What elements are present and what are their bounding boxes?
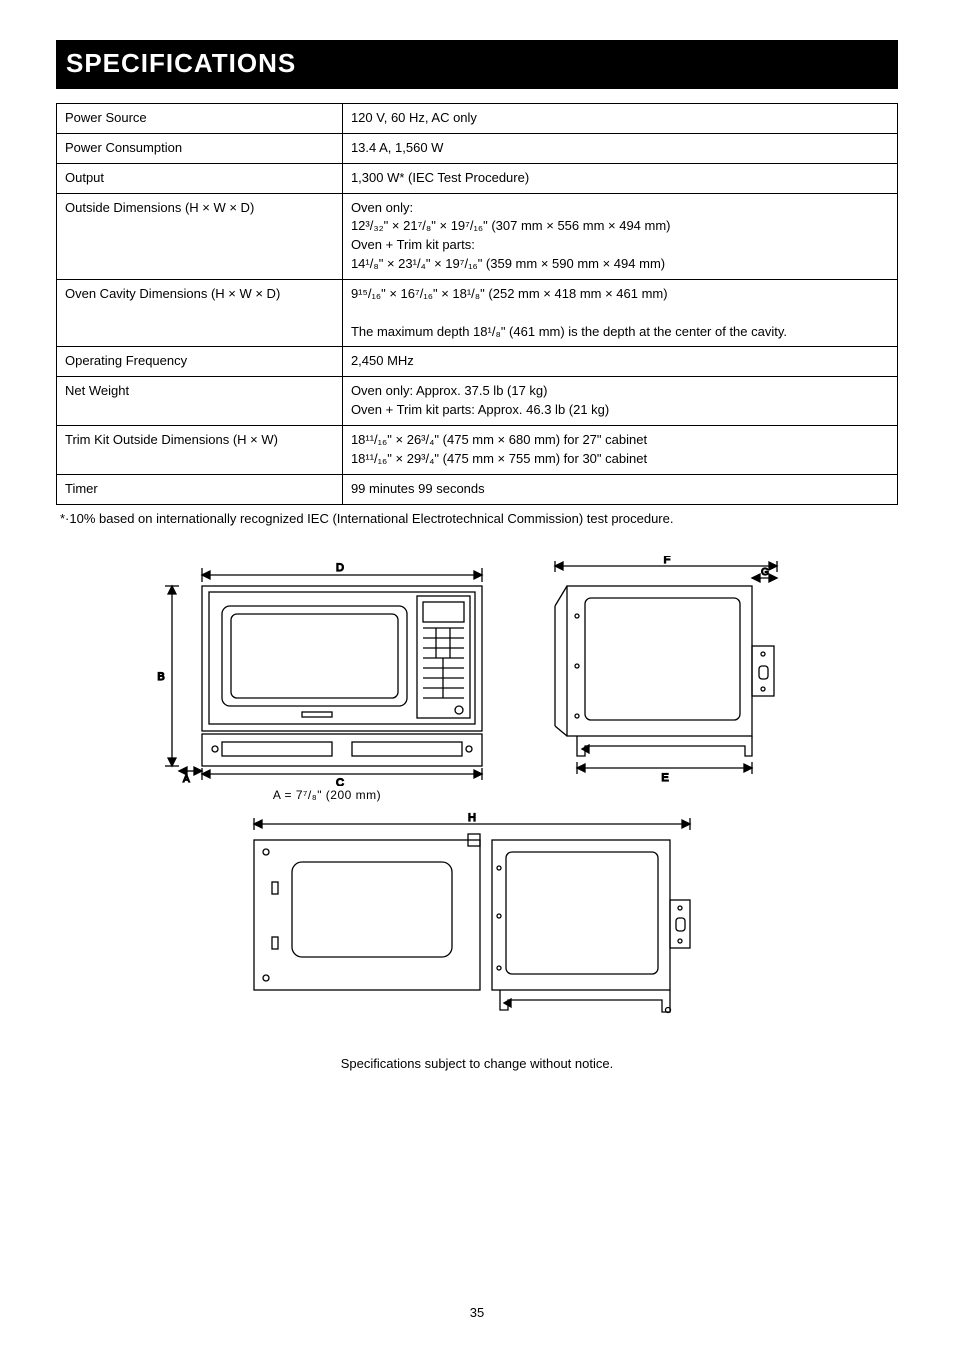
spec-label: Trim Kit Outside Dimensions (H × W) [57, 425, 343, 474]
spec-value: 2,450 MHz [342, 347, 897, 377]
dim-b-label: B [157, 671, 164, 683]
dim-a-label: A [183, 774, 190, 785]
specifications-table: Power Source120 V, 60 Hz, AC only Power … [56, 103, 898, 505]
section-title: SPECIFICATIONS [56, 40, 898, 89]
spec-value: Oven only: 12³/₃₂" × 21⁷/₈" × 19⁷/₁₆" (3… [342, 193, 897, 279]
spec-value: 13.4 A, 1,560 W [342, 133, 897, 163]
spec-label: Timer [57, 474, 343, 504]
dim-d-label: D [336, 562, 344, 574]
table-row: Trim Kit Outside Dimensions (H × W)18¹¹/… [57, 425, 898, 474]
dim-g-label: G [761, 567, 769, 578]
dim-c-label: C [336, 777, 344, 786]
table-row: Power Consumption13.4 A, 1,560 W [57, 133, 898, 163]
table-row: Power Source120 V, 60 Hz, AC only [57, 104, 898, 134]
spec-value: 120 V, 60 Hz, AC only [342, 104, 897, 134]
diagram-front-caption: A = 7⁷/₈" (200 mm) [147, 788, 507, 802]
spec-label: Operating Frequency [57, 347, 343, 377]
spec-value: 9¹⁵/₁₆" × 16⁷/₁₆" × 18¹/₈" (252 mm × 418… [342, 279, 897, 347]
spec-value: Oven only: Approx. 37.5 lb (17 kg) Oven … [342, 377, 897, 426]
diagram-side: F G [527, 556, 807, 802]
dim-f-label: F [664, 556, 671, 566]
page-number: 35 [0, 1305, 954, 1320]
table-row: Outside Dimensions (H × W × D)Oven only:… [57, 193, 898, 279]
table-row: Operating Frequency2,450 MHz [57, 347, 898, 377]
table-row: Net WeightOven only: Approx. 37.5 lb (17… [57, 377, 898, 426]
spec-label: Power Consumption [57, 133, 343, 163]
diagram-top: H [242, 812, 712, 1032]
spec-label: Outside Dimensions (H × W × D) [57, 193, 343, 279]
footer-note: Specifications subject to change without… [56, 1056, 898, 1071]
spec-value: 18¹¹/₁₆" × 26³/₄" (475 mm × 680 mm) for … [342, 425, 897, 474]
spec-label: Net Weight [57, 377, 343, 426]
footnote: *·10% based on internationally recognize… [56, 511, 898, 526]
spec-label: Oven Cavity Dimensions (H × W × D) [57, 279, 343, 347]
table-row: Timer99 minutes 99 seconds [57, 474, 898, 504]
spec-value: 1,300 W* (IEC Test Procedure) [342, 163, 897, 193]
spec-value: 99 minutes 99 seconds [342, 474, 897, 504]
spec-label: Power Source [57, 104, 343, 134]
dim-h-label: H [468, 812, 476, 824]
diagram-front: D B [147, 556, 507, 802]
spec-label: Output [57, 163, 343, 193]
dim-e-label: E [661, 772, 668, 784]
table-row: Output1,300 W* (IEC Test Procedure) [57, 163, 898, 193]
table-row: Oven Cavity Dimensions (H × W × D)9¹⁵/₁₆… [57, 279, 898, 347]
